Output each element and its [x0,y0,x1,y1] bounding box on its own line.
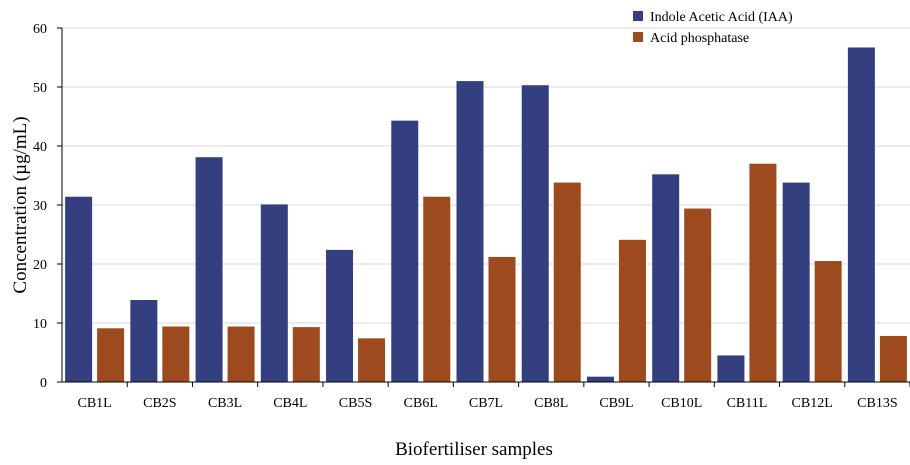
axes [57,27,910,387]
bar-acid-phosphatase [749,163,777,382]
x-tick-label: CB4L [273,396,307,411]
legend-swatch-acid-phosphatase [633,32,643,42]
bar-iaa [195,157,223,382]
y-tick-label: 30 [33,199,47,214]
x-tick-label: CB5S [339,396,372,411]
y-tick-label: 0 [40,376,47,391]
bar-acid-phosphatase [97,328,125,382]
x-tick-label: CB6L [404,396,438,411]
bar-acid-phosphatase [488,256,516,382]
bar-iaa [130,299,158,382]
bar-acid-phosphatase [358,338,386,382]
bar-iaa [652,174,680,382]
y-tick-label: 60 [33,22,47,37]
bar-iaa [326,249,354,382]
y-tick-label: 40 [33,140,47,155]
bar-acid-phosphatase [553,182,581,382]
x-tick-label: CB10L [661,396,702,411]
legend-label-iaa: Indole Acetic Acid (IAA) [650,10,793,25]
x-tick-label: CB2S [143,396,176,411]
x-tick-label: CB8L [534,396,568,411]
y-axis-title: Concentration (µg/mL) [10,116,31,293]
bar-iaa [456,81,484,382]
bar-iaa [782,182,810,382]
x-axis-title: Biofertiliser samples [395,439,553,460]
x-tick-label: CB7L [469,396,503,411]
y-tick-label: 50 [33,81,47,96]
x-tick-label: CB12L [792,396,833,411]
x-tick-label: CB1L [77,396,111,411]
y-tick-labels: 0 10 20 30 40 50 60 [33,22,47,391]
bar-acid-phosphatase [814,261,842,382]
bar-iaa [260,204,288,382]
bars [65,47,907,382]
bar-iaa [391,120,419,382]
y-tick-label: 10 [33,317,47,332]
bar-iaa [521,85,549,382]
x-tick-label: CB13S [857,396,897,411]
bar-iaa [586,376,614,382]
x-tick-label: CB9L [599,396,633,411]
x-tick-label: CB3L [208,396,242,411]
bar-acid-phosphatase [684,208,712,382]
bar-iaa [717,355,745,382]
legend: Indole Acetic Acid (IAA) Acid phosphatas… [633,10,793,46]
bar-acid-phosphatase [423,196,451,382]
bar-iaa [65,196,93,382]
y-tick-label: 20 [33,258,47,273]
legend-label-acid-phosphatase: Acid phosphatase [650,31,749,46]
bar-acid-phosphatase [292,327,320,382]
bar-iaa [847,47,875,382]
bar-acid-phosphatase [227,326,255,382]
bar-acid-phosphatase [879,335,907,382]
bar-acid-phosphatase [162,326,190,382]
x-tick-label: CB11L [727,396,768,411]
x-tick-labels: CB1L CB2S CB3L CB4L CB5S CB6L CB7L CB8L CB9L CB10… [77,396,897,411]
legend-swatch-iaa [633,11,643,21]
bar-acid-phosphatase [618,239,646,382]
